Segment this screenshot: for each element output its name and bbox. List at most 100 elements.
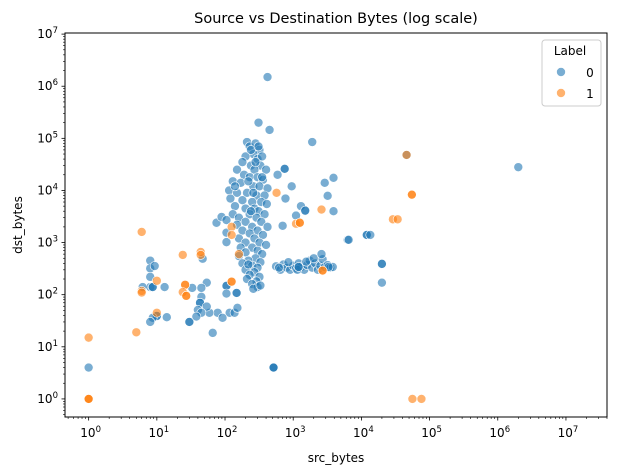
data-point-label-0 xyxy=(300,205,311,216)
data-point-label-0 xyxy=(237,157,248,167)
plot-frame xyxy=(64,32,608,418)
data-point-label-0 xyxy=(328,206,339,216)
x-tick-label: 106 xyxy=(489,425,510,440)
data-point-label-1 xyxy=(234,249,244,259)
data-point-label-1 xyxy=(416,394,427,404)
data-point-label-0 xyxy=(262,199,272,209)
data-point-label-0 xyxy=(217,313,228,323)
data-point-label-0 xyxy=(246,206,256,216)
data-point-label-0 xyxy=(237,195,248,206)
data-point-label-1 xyxy=(177,250,188,260)
data-point-label-0 xyxy=(283,257,294,268)
data-point-label-0 xyxy=(201,301,212,312)
y-tick-label: 104 xyxy=(37,182,58,197)
data-point-label-0 xyxy=(293,262,304,272)
data-point-label-0 xyxy=(316,249,327,259)
x-tick-label: 103 xyxy=(285,425,306,440)
data-point-label-0 xyxy=(230,181,240,192)
data-point-label-0 xyxy=(319,178,330,188)
data-point-label-0 xyxy=(159,282,170,292)
data-point-label-0 xyxy=(207,328,218,338)
x-tick-label: 100 xyxy=(80,425,101,440)
data-point-label-0 xyxy=(513,162,524,172)
legend-box xyxy=(541,39,602,107)
data-point-label-0 xyxy=(221,215,232,225)
data-point-label-0 xyxy=(184,317,195,327)
data-point-label-0 xyxy=(221,237,232,247)
chart-title: Source vs Destination Bytes (log scale) xyxy=(194,11,478,27)
data-point-label-0 xyxy=(257,172,267,182)
data-point-label-0 xyxy=(272,169,283,180)
x-tick-label: 105 xyxy=(421,425,442,440)
data-point-label-0 xyxy=(196,283,207,293)
legend-title: Label xyxy=(554,44,586,58)
y-tick-label: 100 xyxy=(37,391,58,406)
data-point-label-1 xyxy=(136,227,147,237)
legend-label-1: 1 xyxy=(586,87,594,101)
data-point-label-0 xyxy=(243,176,254,187)
data-point-label-0 xyxy=(268,362,279,373)
data-point-label-0 xyxy=(264,125,275,135)
data-point-label-1 xyxy=(316,204,327,215)
data-point-label-0 xyxy=(307,137,318,147)
data-point-label-1 xyxy=(407,394,418,404)
data-point-label-0 xyxy=(377,277,387,288)
data-point-label-0 xyxy=(230,201,240,211)
data-point-label-0 xyxy=(308,253,319,264)
y-tick-label: 103 xyxy=(37,235,58,250)
data-point-label-0 xyxy=(262,222,273,232)
y-tick-label: 105 xyxy=(37,130,58,145)
data-point-label-0 xyxy=(253,141,264,152)
data-point-label-0 xyxy=(279,164,290,174)
y-tick-label: 107 xyxy=(37,26,58,41)
data-point-label-0 xyxy=(191,311,202,322)
data-point-label-0 xyxy=(83,362,94,373)
data-point-label-1 xyxy=(195,250,206,260)
y-tick-label: 102 xyxy=(37,287,58,302)
data-point-label-1 xyxy=(83,332,94,343)
data-point-label-0 xyxy=(256,217,267,227)
data-point-label-0 xyxy=(261,240,271,250)
y-axis-label: dst_bytes xyxy=(11,196,25,254)
data-point-label-0 xyxy=(250,157,261,167)
data-point-label-1 xyxy=(83,394,94,404)
data-point-label-1 xyxy=(131,327,142,338)
data-point-label-0 xyxy=(277,220,288,231)
data-point-label-0 xyxy=(232,164,242,175)
points-layer xyxy=(83,72,524,404)
legend-label-0: 0 xyxy=(586,66,594,80)
data-point-label-0 xyxy=(253,117,264,128)
data-point-label-1 xyxy=(181,291,192,301)
data-point-label-1 xyxy=(136,287,147,298)
data-point-label-0 xyxy=(248,188,259,198)
data-point-label-1 xyxy=(317,265,328,276)
y-tick-label: 101 xyxy=(37,339,58,354)
data-point-label-0 xyxy=(322,190,333,201)
data-point-label-0 xyxy=(280,193,291,204)
data-point-label-1 xyxy=(271,188,282,198)
x-tick-label: 102 xyxy=(217,425,238,440)
x-tick-label: 101 xyxy=(148,425,169,440)
data-point-label-1 xyxy=(401,150,412,160)
data-point-label-0 xyxy=(261,164,271,175)
data-point-label-0 xyxy=(221,288,232,299)
data-point-label-0 xyxy=(286,181,297,192)
x-axis-label: src_bytes xyxy=(308,451,365,465)
data-point-label-0 xyxy=(365,230,376,240)
data-point-label-1 xyxy=(226,230,237,240)
legend-marker-1 xyxy=(556,88,566,98)
x-tick-label: 107 xyxy=(558,425,579,440)
data-point-label-0 xyxy=(225,193,236,204)
data-point-label-0 xyxy=(377,259,387,269)
data-point-label-0 xyxy=(149,261,160,271)
data-point-label-1 xyxy=(295,217,305,228)
data-point-label-1 xyxy=(226,222,237,232)
data-point-label-0 xyxy=(145,317,156,327)
data-point-label-1 xyxy=(392,214,403,225)
legend: Label 0 1 xyxy=(541,39,602,107)
x-tick-label: 104 xyxy=(353,425,374,440)
y-tick-label: 106 xyxy=(37,78,58,93)
data-point-label-0 xyxy=(343,235,354,245)
data-point-label-1 xyxy=(407,189,417,200)
